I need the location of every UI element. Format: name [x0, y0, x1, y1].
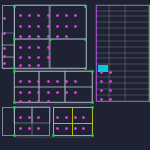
- Bar: [98, 64, 108, 72]
- Bar: [14, 70, 39, 87]
- Bar: [14, 4, 86, 68]
- Bar: [14, 106, 32, 123]
- Bar: [14, 39, 50, 68]
- Bar: [52, 106, 92, 135]
- Bar: [39, 87, 64, 102]
- Bar: [72, 123, 92, 135]
- Bar: [50, 39, 86, 68]
- Bar: [96, 4, 148, 100]
- Bar: [2, 45, 14, 57]
- Bar: [52, 106, 72, 123]
- Bar: [2, 106, 14, 135]
- Bar: [2, 33, 14, 45]
- Bar: [52, 123, 72, 135]
- Bar: [32, 106, 50, 123]
- Bar: [39, 70, 64, 87]
- Bar: [14, 70, 92, 102]
- Bar: [64, 70, 92, 87]
- Bar: [14, 87, 39, 102]
- Bar: [50, 4, 86, 39]
- Bar: [14, 4, 50, 39]
- Bar: [72, 106, 92, 123]
- Bar: [14, 106, 50, 135]
- Bar: [2, 4, 14, 68]
- Bar: [2, 57, 14, 68]
- Bar: [64, 87, 92, 102]
